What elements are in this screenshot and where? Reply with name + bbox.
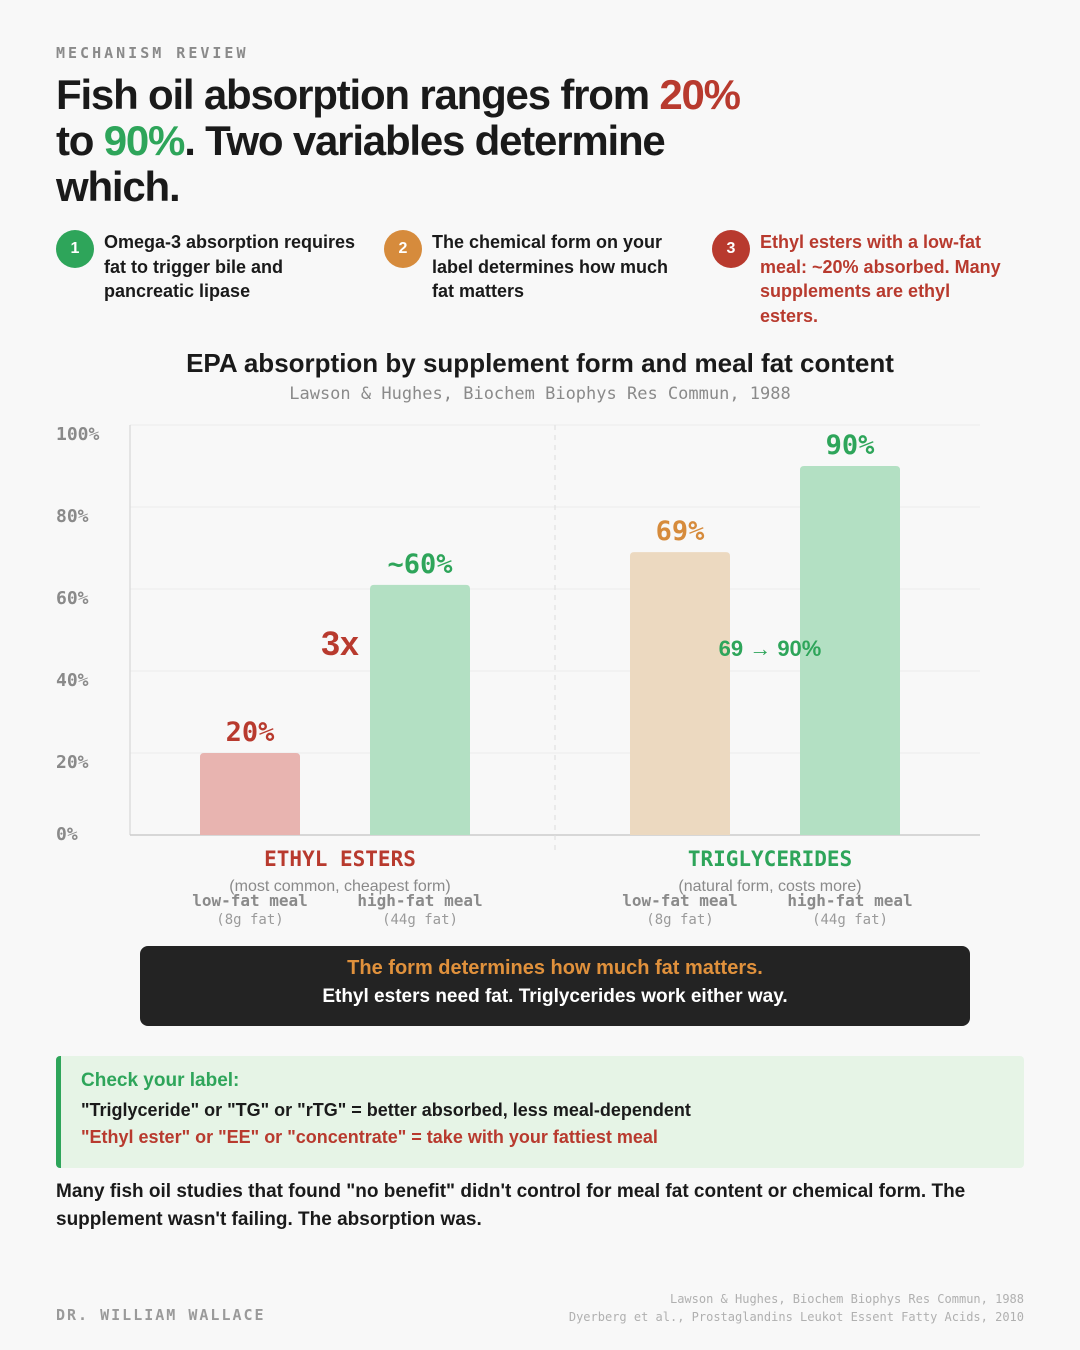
y-tick-label: 40% <box>56 670 89 691</box>
tg-change-annotation: 69 → 90% <box>719 636 822 661</box>
bar-category-label: high-fat meal <box>787 891 912 910</box>
headline: Fish oil absorption ranges from 20% to 9… <box>56 72 776 210</box>
group-label: ETHYL ESTERS <box>264 847 416 871</box>
bar <box>630 552 730 835</box>
author: DR. WILLIAM WALLACE <box>56 1306 266 1324</box>
point-text-1: Omega-3 absorption requires fat to trigg… <box>104 232 356 301</box>
point-text-2: The chemical form on your label determin… <box>432 232 669 301</box>
callout-box: The form determines how much fat matters… <box>140 946 970 1026</box>
kicker: MECHANISM REVIEW <box>56 44 249 62</box>
ee-multiplier-annotation: 3x <box>321 625 359 663</box>
headline-part3: . Two variables determine which. <box>56 117 666 210</box>
bar-category-sublabel: (8g fat) <box>646 912 713 928</box>
bar-category-sublabel: (44g fat) <box>382 912 458 928</box>
chart-subtitle: Lawson & Hughes, Biochem Biophys Res Com… <box>289 384 791 404</box>
bar-value-label: 90% <box>826 430 876 461</box>
bar-category-label: high-fat meal <box>357 891 482 910</box>
bar-category-sublabel: (44g fat) <box>812 912 888 928</box>
chart-title: EPA absorption by supplement form and me… <box>186 348 894 378</box>
y-tick-label: 0% <box>56 824 78 845</box>
headline-low-value: 20% <box>659 71 741 118</box>
reference-1: Lawson & Hughes, Biochem Biophys Res Com… <box>669 1292 1024 1306</box>
bar-value-label: 69% <box>656 516 706 547</box>
bar <box>800 466 900 835</box>
group-note: (natural form, costs more) <box>678 878 861 895</box>
closing-statement: Many fish oil studies that found "no ben… <box>56 1181 966 1230</box>
headline-part1: Fish oil absorption ranges from <box>56 71 660 118</box>
key-point-2: 2 The chemical form on your label determ… <box>384 230 684 304</box>
bar-category-sublabel: (8g fat) <box>216 912 283 928</box>
y-tick-label: 80% <box>56 506 89 527</box>
label-check-good: "Triglyceride" or "TG" or "rTG" = better… <box>81 1100 691 1120</box>
callout-line-1: The form determines how much fat matters… <box>347 957 763 979</box>
point-text-3: Ethyl esters with a low-fat meal: ~20% a… <box>760 232 1001 326</box>
label-check-bad: "Ethyl ester" or "EE" or "concentrate" =… <box>81 1127 658 1147</box>
key-point-1: 1 Omega-3 absorption requires fat to tri… <box>56 230 356 304</box>
bar-category-label: low-fat meal <box>622 891 738 910</box>
label-check-box: Check your label: "Triglyceride" or "TG"… <box>56 1056 1024 1168</box>
bar-value-label: 20% <box>226 717 276 748</box>
callout-line-2: Ethyl esters need fat. Triglycerides wor… <box>322 986 788 1007</box>
bar-value-label: ~60% <box>387 549 453 580</box>
references: Lawson & Hughes, Biochem Biophys Res Com… <box>569 1290 1024 1326</box>
label-check-title: Check your label: <box>81 1070 240 1091</box>
reference-2: Dyerberg et al., Prostaglandins Leukot E… <box>568 1310 1024 1324</box>
y-tick-label: 60% <box>56 588 89 609</box>
y-tick-label: 20% <box>56 752 89 773</box>
group-label: TRIGLYCERIDES <box>688 847 852 871</box>
point-badge-1: 1 <box>56 230 94 268</box>
headline-part2: to <box>56 117 104 164</box>
bar <box>370 584 470 835</box>
group-note: (most common, cheapest form) <box>229 878 450 895</box>
headline-high-value: 90% <box>103 117 186 164</box>
point-badge-2: 2 <box>384 230 422 268</box>
key-point-3: 3 Ethyl esters with a low-fat meal: ~20%… <box>712 230 1012 328</box>
y-tick-label: 100% <box>56 424 100 445</box>
point-badge-3: 3 <box>712 230 750 268</box>
bar <box>200 753 300 835</box>
bar-category-label: low-fat meal <box>192 891 308 910</box>
